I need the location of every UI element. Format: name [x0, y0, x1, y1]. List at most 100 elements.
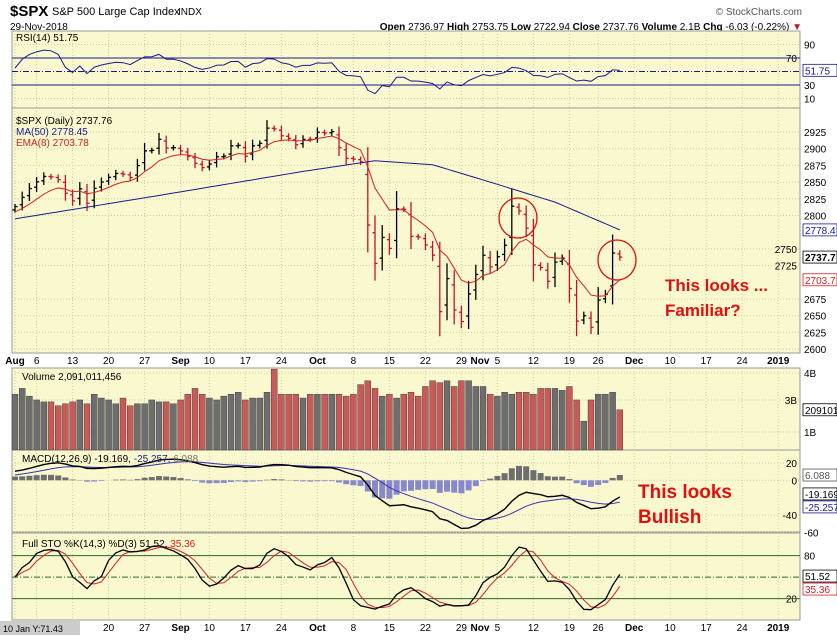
- macd-histogram-bar: [214, 480, 220, 483]
- symbol: $SPX: [10, 3, 48, 20]
- x-tick-label: 24: [276, 623, 288, 634]
- volume-bar: [185, 394, 191, 450]
- volume-bar: [437, 383, 443, 450]
- macd-histogram-bar: [120, 479, 126, 480]
- macd-histogram-bar: [156, 476, 162, 480]
- volume-bar: [55, 406, 61, 450]
- x-tick-label: 15: [384, 623, 396, 634]
- macd-histogram-bar: [566, 479, 572, 480]
- macd-histogram-bar: [98, 480, 104, 481]
- macd-histogram-bar: [163, 476, 169, 480]
- x-tick-label: 13: [67, 356, 79, 367]
- macd-histogram-bar: [350, 480, 356, 485]
- x-tick-label: 5: [495, 623, 501, 634]
- volume-bar: [343, 396, 349, 450]
- volume-bar: [581, 421, 587, 450]
- x-tick-label: Oct: [309, 623, 326, 634]
- macd-histogram-bar: [12, 477, 18, 481]
- x-tick-label: 10: [665, 356, 677, 367]
- macd-histogram-bar: [458, 480, 464, 493]
- volume-bar: [322, 394, 328, 450]
- x-tick-label: 12: [528, 623, 540, 634]
- macd-histogram-bar: [113, 480, 119, 481]
- volume-bar: [365, 381, 371, 450]
- volume-bar: [329, 394, 335, 450]
- close-tag: 2737.7: [805, 253, 836, 264]
- volume-bar: [113, 404, 119, 450]
- y-tick-label: 20: [786, 595, 798, 606]
- x-tick-label: 5: [495, 356, 501, 367]
- macd-histogram-bar: [336, 480, 342, 482]
- macd-histogram-bar: [34, 475, 40, 480]
- macd-histogram-bar: [41, 475, 47, 481]
- macd-histogram-bar: [530, 470, 536, 480]
- volume-bar: [221, 396, 227, 450]
- ma50-tag: 2778.4: [805, 226, 836, 237]
- volume-bar: [502, 392, 508, 450]
- y-tick-label: 90: [804, 41, 816, 52]
- x-tick-label: 27: [139, 356, 151, 367]
- sto-k-tag: 51.52: [805, 572, 830, 583]
- x-tick-label: 17: [701, 623, 713, 634]
- macd-histogram-bar: [300, 480, 306, 481]
- macd-histogram-bar: [408, 480, 414, 490]
- volume-bar: [408, 392, 414, 450]
- macd-histogram-bar: [451, 480, 457, 492]
- x-tick-label: 24: [737, 623, 749, 634]
- source-credit: © StockCharts.com: [716, 7, 802, 18]
- y-tick-label: 2750: [775, 245, 798, 256]
- macd-histogram-bar: [358, 480, 364, 486]
- rsi-tag: 51.75: [805, 66, 830, 77]
- volume-bar: [415, 396, 421, 450]
- macd-histogram-bar: [422, 480, 428, 489]
- header: $SPX S&P 500 Large Cap Index INDX 29-Nov…: [10, 3, 802, 33]
- volume-bar: [559, 390, 565, 450]
- macd-histogram-bar: [134, 479, 140, 480]
- macd-histogram-bar: [610, 478, 616, 480]
- macd-histogram-bar: [502, 473, 508, 480]
- exchange: INDX: [178, 7, 202, 18]
- macd-histogram-bar: [170, 477, 176, 480]
- macd-histogram-bar: [142, 478, 148, 481]
- volume-bar: [394, 398, 400, 450]
- x-tick-label: 27: [139, 623, 151, 634]
- volume-bar: [106, 400, 112, 450]
- sto-d-tag: 35.36: [805, 585, 830, 596]
- macd-value: MACD(12,26,9) -19.169,: [22, 454, 131, 465]
- x-tick-label: Sep: [171, 623, 189, 634]
- macd-histogram-bar: [293, 480, 299, 481]
- volume-bar: [487, 394, 493, 450]
- macd-histogram-bar: [494, 476, 500, 480]
- annotation-text: This looks ...: [665, 276, 768, 295]
- macd-histogram-bar: [84, 480, 90, 481]
- volume-bar: [386, 394, 392, 450]
- volume-bar: [163, 402, 169, 450]
- x-tick-label: 17: [240, 356, 252, 367]
- volume-bar: [62, 404, 68, 450]
- macd-histogram-bar: [595, 480, 601, 485]
- macd-histogram-bar: [581, 480, 587, 485]
- volume-bar: [142, 404, 148, 450]
- x-tick-label: 10: [204, 623, 216, 634]
- volume-bar: [156, 402, 162, 450]
- volume-bar: [77, 400, 83, 450]
- x-tick-label: Nov: [471, 623, 490, 634]
- macd-histogram-bar: [48, 475, 54, 480]
- volume-bar: [530, 394, 536, 450]
- volume-bar: [149, 400, 155, 450]
- macd-legend: MACD(12,26,9) -19.169, -25.257, 6.088: [22, 454, 199, 465]
- volume-bar: [552, 388, 558, 450]
- macd-histogram-bar: [178, 478, 184, 480]
- volume-bar: [12, 394, 18, 450]
- x-tick-label: 29: [456, 623, 468, 634]
- volume-bar: [595, 394, 601, 450]
- volume-bar: [300, 398, 306, 450]
- macd-histogram-bar: [314, 480, 320, 481]
- macd-histogram-bar: [552, 477, 558, 481]
- volume-bar: [602, 394, 608, 450]
- macd-histogram-bar: [574, 480, 580, 483]
- macd-histogram-bar: [437, 480, 443, 493]
- volume-bar: [444, 381, 450, 450]
- x-tick-label: 19: [564, 356, 576, 367]
- macd-histogram-bar: [235, 480, 241, 481]
